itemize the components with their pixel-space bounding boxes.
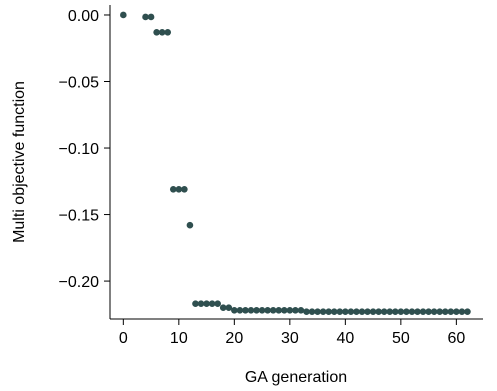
axes xyxy=(109,5,483,320)
data-point xyxy=(342,308,349,315)
data-point xyxy=(375,308,382,315)
data-point xyxy=(264,307,271,314)
data-point xyxy=(181,185,188,193)
x-tick-label: 10 xyxy=(170,330,188,347)
data-point xyxy=(292,307,299,314)
data-point xyxy=(419,308,427,315)
data-point xyxy=(253,307,260,314)
data-point xyxy=(336,308,344,315)
data-point xyxy=(325,308,332,315)
data-point xyxy=(441,308,449,315)
data-point xyxy=(364,308,371,315)
y-tick-label: −0.20 xyxy=(59,274,100,291)
data-point xyxy=(347,308,355,315)
data-point xyxy=(142,13,149,21)
data-point xyxy=(297,307,305,314)
data-point xyxy=(186,221,194,229)
x-tick-label: 0 xyxy=(119,330,128,347)
data-point xyxy=(392,308,399,315)
data-point xyxy=(380,308,388,315)
x-tick-label: 60 xyxy=(447,330,465,347)
data-point xyxy=(286,307,294,314)
data-point xyxy=(164,28,172,36)
y-ticks: 0.00 −0.05 −0.10 −0.15 −0.20 xyxy=(59,8,110,291)
data-point xyxy=(436,308,444,315)
data-point xyxy=(247,307,255,314)
data-point xyxy=(430,308,438,315)
data-point xyxy=(175,185,183,193)
data-points xyxy=(120,11,471,315)
data-point xyxy=(158,28,166,36)
data-point xyxy=(208,300,216,307)
x-axis-title: GA generation xyxy=(245,369,347,386)
x-tick-label: 40 xyxy=(336,330,354,347)
y-tick-label: −0.10 xyxy=(59,141,100,158)
data-point xyxy=(397,308,405,315)
data-point xyxy=(269,307,277,314)
data-point xyxy=(386,308,394,315)
data-point xyxy=(258,307,266,314)
y-tick-label: −0.05 xyxy=(59,75,100,92)
x-tick-label: 30 xyxy=(281,330,299,347)
x-ticks: 0 10 20 30 40 50 60 xyxy=(119,319,465,347)
data-point xyxy=(280,307,288,314)
data-point xyxy=(408,308,416,315)
x-tick-label: 50 xyxy=(392,330,410,347)
y-axis-title: Multi objective function xyxy=(11,81,28,243)
data-point xyxy=(308,308,316,315)
data-point xyxy=(447,308,455,315)
data-point xyxy=(169,185,177,193)
data-point xyxy=(275,307,283,314)
data-point xyxy=(319,308,327,315)
data-point xyxy=(231,307,238,314)
data-point xyxy=(219,304,227,311)
data-point xyxy=(403,308,410,315)
data-point xyxy=(330,308,338,315)
data-point xyxy=(464,308,471,315)
data-point xyxy=(214,300,221,307)
data-point xyxy=(458,308,466,315)
y-tick-label: 0.00 xyxy=(68,8,99,25)
data-point xyxy=(414,308,421,315)
data-point xyxy=(236,307,244,314)
y-tick-label: −0.15 xyxy=(59,208,100,225)
x-tick-label: 20 xyxy=(225,330,243,347)
data-point xyxy=(369,308,377,315)
data-point xyxy=(242,307,249,314)
data-point xyxy=(425,308,432,315)
data-point xyxy=(153,28,160,36)
data-point xyxy=(120,11,127,19)
data-point xyxy=(225,304,233,311)
data-point xyxy=(453,308,460,315)
data-point xyxy=(303,308,310,315)
data-point xyxy=(353,308,360,315)
data-point xyxy=(358,308,366,315)
data-point xyxy=(203,300,210,307)
data-point xyxy=(197,300,205,307)
data-point xyxy=(147,13,155,21)
data-point xyxy=(314,308,321,315)
data-point xyxy=(192,300,199,307)
